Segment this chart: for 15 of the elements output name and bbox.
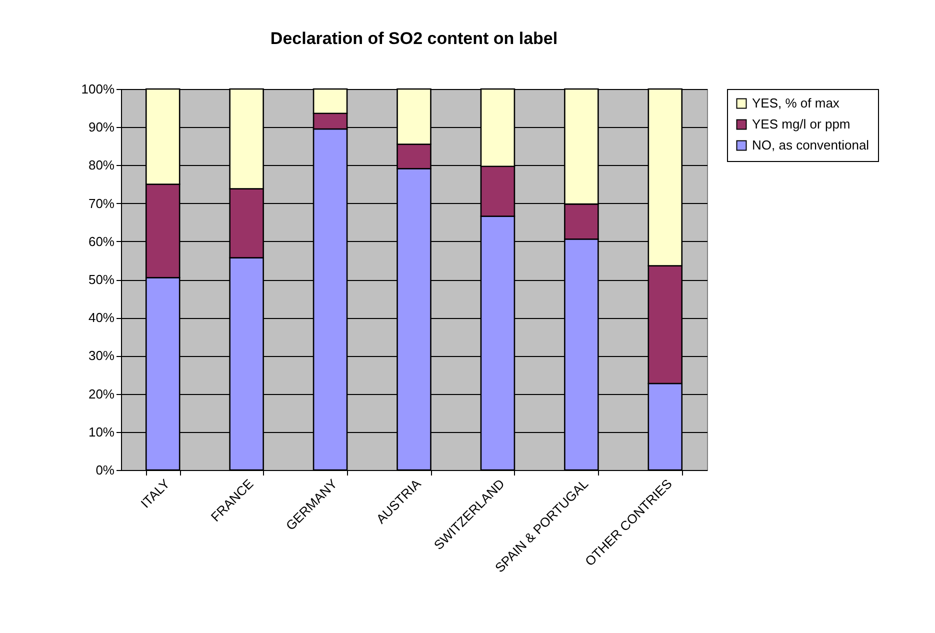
legend-label: YES mg/l or ppm: [752, 116, 850, 132]
chart-title: Declaration of SO2 content on label: [270, 29, 558, 48]
y-tick-label: 100%: [81, 82, 115, 96]
y-tick-label: 30%: [88, 348, 115, 364]
y-tick-label: 80%: [88, 158, 115, 173]
y-tick-label: 40%: [88, 310, 115, 326]
y-tick-label: 0%: [96, 462, 115, 478]
legend-label: NO, as conventional: [752, 138, 870, 152]
y-tick-label: 10%: [88, 424, 115, 440]
y-tick-label: 70%: [88, 196, 115, 211]
legend-label: YES, % of max: [752, 96, 840, 110]
y-tick-label: 90%: [88, 120, 115, 135]
y-tick-label: 50%: [88, 272, 115, 287]
y-tick-label: 60%: [88, 234, 115, 249]
y-tick-label: 20%: [88, 386, 115, 402]
